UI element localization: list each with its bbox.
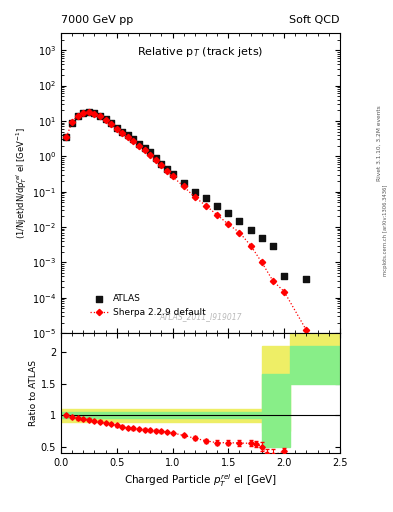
ATLAS <box>86 108 92 116</box>
Sherpa 2.2.9 default <box>282 288 286 294</box>
Sherpa 2.2.9 default <box>75 113 80 119</box>
Text: ATLAS_2011_I919017: ATLAS_2011_I919017 <box>159 312 242 321</box>
ATLAS <box>248 226 254 234</box>
ATLAS <box>303 274 310 283</box>
ATLAS <box>97 112 103 120</box>
ATLAS <box>108 119 114 127</box>
Sherpa 2.2.9 default <box>103 117 108 123</box>
Y-axis label: Ratio to ATLAS: Ratio to ATLAS <box>29 360 38 426</box>
Sherpa 2.2.9 default <box>181 183 186 189</box>
ATLAS <box>270 242 276 250</box>
Text: Soft QCD: Soft QCD <box>290 14 340 25</box>
ATLAS <box>225 209 231 217</box>
ATLAS <box>63 133 70 141</box>
Sherpa 2.2.9 default <box>204 203 208 209</box>
ATLAS <box>281 272 287 281</box>
ATLAS <box>164 164 170 173</box>
ATLAS <box>192 187 198 196</box>
ATLAS <box>141 144 148 152</box>
ATLAS <box>169 169 176 178</box>
Sherpa 2.2.9 default <box>142 147 147 153</box>
ATLAS <box>147 148 153 156</box>
Sherpa 2.2.9 default <box>86 109 91 115</box>
ATLAS <box>80 109 86 117</box>
Sherpa 2.2.9 default <box>81 110 86 116</box>
Sherpa 2.2.9 default <box>237 229 242 236</box>
ATLAS <box>259 233 265 242</box>
Sherpa 2.2.9 default <box>70 119 74 125</box>
ATLAS <box>152 154 159 162</box>
ATLAS <box>236 217 242 225</box>
ATLAS <box>203 194 209 202</box>
Sherpa 2.2.9 default <box>148 152 152 158</box>
Sherpa 2.2.9 default <box>97 113 102 119</box>
Sherpa 2.2.9 default <box>271 278 275 284</box>
Sherpa 2.2.9 default <box>120 130 125 136</box>
ATLAS <box>136 140 142 148</box>
Sherpa 2.2.9 default <box>259 260 264 266</box>
Line: Sherpa 2.2.9 default: Sherpa 2.2.9 default <box>64 110 309 333</box>
Sherpa 2.2.9 default <box>215 212 220 218</box>
Sherpa 2.2.9 default <box>165 168 169 174</box>
Sherpa 2.2.9 default <box>92 111 97 117</box>
ATLAS <box>130 135 137 143</box>
ATLAS <box>214 202 220 210</box>
ATLAS <box>75 112 81 120</box>
Sherpa 2.2.9 default <box>170 174 175 180</box>
Sherpa 2.2.9 default <box>125 134 130 140</box>
Sherpa 2.2.9 default <box>159 162 164 168</box>
Sherpa 2.2.9 default <box>131 138 136 144</box>
Legend: ATLAS, Sherpa 2.2.9 default: ATLAS, Sherpa 2.2.9 default <box>88 292 209 319</box>
Sherpa 2.2.9 default <box>248 243 253 249</box>
Sherpa 2.2.9 default <box>304 327 309 333</box>
ATLAS <box>180 179 187 187</box>
Sherpa 2.2.9 default <box>64 134 69 140</box>
Sherpa 2.2.9 default <box>114 125 119 132</box>
Polygon shape <box>61 346 340 447</box>
ATLAS <box>103 115 109 123</box>
ATLAS <box>91 109 97 117</box>
ATLAS <box>119 127 125 136</box>
Sherpa 2.2.9 default <box>137 142 141 148</box>
Sherpa 2.2.9 default <box>153 157 158 163</box>
Sherpa 2.2.9 default <box>109 121 114 127</box>
X-axis label: Charged Particle $p^{rel}_{T}$ el [GeV]: Charged Particle $p^{rel}_{T}$ el [GeV] <box>124 472 277 489</box>
Sherpa 2.2.9 default <box>226 221 231 227</box>
ATLAS <box>69 118 75 126</box>
Text: mcplots.cern.ch [arXiv:1306.3436]: mcplots.cern.ch [arXiv:1306.3436] <box>384 185 388 276</box>
Polygon shape <box>61 333 340 431</box>
ATLAS <box>125 131 131 139</box>
ATLAS <box>114 123 120 132</box>
Text: 7000 GeV pp: 7000 GeV pp <box>61 14 133 25</box>
Text: Relative p$_{T}$ (track jets): Relative p$_{T}$ (track jets) <box>137 45 264 59</box>
Text: Rivet 3.1.10, 3.2M events: Rivet 3.1.10, 3.2M events <box>377 105 382 181</box>
ATLAS <box>158 160 165 168</box>
Y-axis label: (1/Njet)dN/dp$^{rel}_{T}$ el [GeV$^{-1}$]: (1/Njet)dN/dp$^{rel}_{T}$ el [GeV$^{-1}$… <box>14 127 29 239</box>
Sherpa 2.2.9 default <box>193 194 197 200</box>
